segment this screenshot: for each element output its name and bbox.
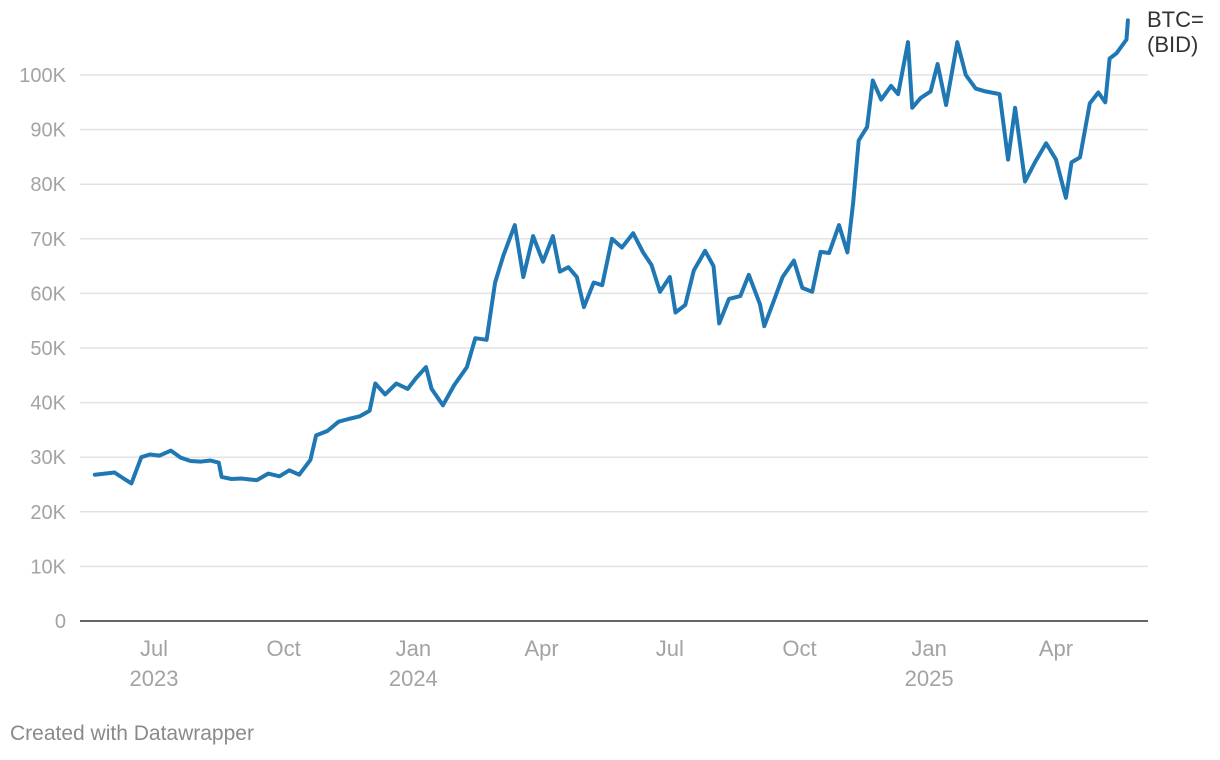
datawrapper-credit: Created with Datawrapper bbox=[10, 722, 254, 745]
x-tick-label: Jan bbox=[396, 636, 431, 661]
y-tick-label: 20K bbox=[30, 502, 66, 524]
y-tick-label: 60K bbox=[30, 283, 66, 305]
y-tick-label: 50K bbox=[30, 338, 66, 360]
x-axis-tick-labels: Jul 2023 Oct Jan 2024 Apr Jul Oct Jan 2025 Apr bbox=[130, 636, 1074, 691]
x-tick-label: Jan bbox=[911, 636, 946, 661]
y-axis-tick-labels: 0 10K 20K 30K 40K 50K 60K 70K 80K 90K 100K bbox=[19, 65, 66, 633]
y-tick-label: 30K bbox=[30, 447, 66, 469]
y-tick-label: 90K bbox=[30, 120, 66, 142]
x-tick-label: Oct bbox=[782, 636, 816, 661]
x-tick-label: Jul bbox=[140, 636, 168, 661]
y-tick-label: 0 bbox=[55, 611, 66, 633]
line-chart-svg: 0 10K 20K 30K 40K 50K 60K 70K 80K 90K 100K Jul 2023… bbox=[19, 7, 1204, 691]
x-tick-label: Jul bbox=[656, 636, 684, 661]
series-label: (BID) bbox=[1147, 32, 1198, 57]
series-label-group: BTC=(BID) bbox=[1147, 7, 1204, 57]
gridlines bbox=[80, 74, 1148, 568]
y-tick-label: 40K bbox=[30, 393, 66, 415]
x-tick-label: Apr bbox=[1039, 636, 1073, 661]
y-tick-label: 80K bbox=[30, 174, 66, 196]
x-tick-year-label: 2023 bbox=[130, 666, 179, 691]
x-tick-year-label: 2024 bbox=[389, 666, 438, 691]
x-tick-label: Apr bbox=[524, 636, 558, 661]
y-tick-label: 70K bbox=[30, 229, 66, 251]
series-layer bbox=[92, 18, 1130, 486]
series-label: BTC= bbox=[1147, 7, 1204, 32]
x-tick-label: Oct bbox=[267, 636, 301, 661]
x-tick-year-label: 2025 bbox=[905, 666, 954, 691]
y-tick-label: 100K bbox=[19, 65, 66, 87]
series-line-btc bbox=[92, 18, 1130, 486]
y-tick-label: 10K bbox=[30, 556, 66, 578]
